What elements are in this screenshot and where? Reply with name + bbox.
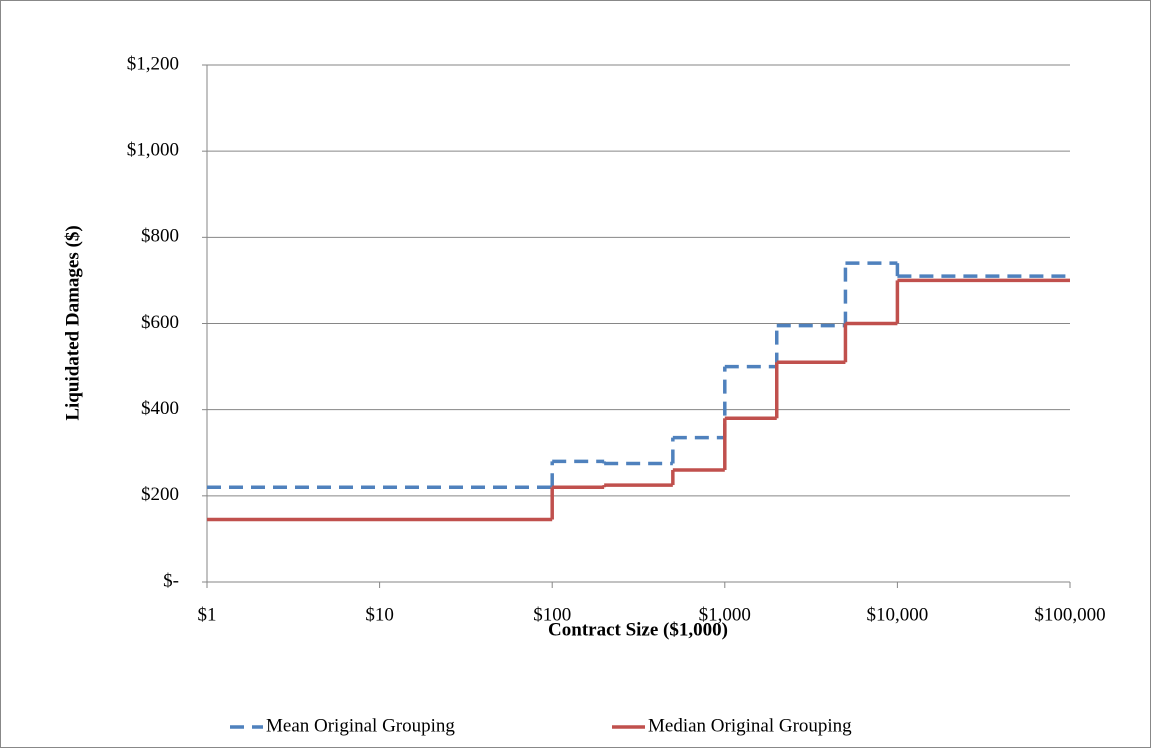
- y-tick-label: $800: [141, 226, 179, 247]
- x-tick-label: $10: [365, 604, 394, 625]
- x-tick-label: $100,000: [1034, 604, 1105, 625]
- y-tick-label: $1,200: [127, 53, 179, 74]
- legend-label: Mean Original Grouping: [266, 715, 455, 736]
- y-tick-label: $200: [141, 484, 179, 505]
- x-axis-title: Contract Size ($1,000): [548, 619, 728, 640]
- x-tick-label: $10,000: [867, 604, 929, 625]
- y-axis-title: Liquidated Damages ($): [62, 225, 83, 420]
- y-tick-label: $-: [163, 570, 179, 591]
- x-tick-label: $1,000: [699, 604, 751, 625]
- y-tick-label: $1,000: [127, 140, 179, 161]
- y-tick-label: $600: [141, 312, 179, 333]
- x-tick-label: $100: [533, 604, 571, 625]
- y-tick-label: $400: [141, 398, 179, 419]
- legend-label: Median Original Grouping: [648, 715, 852, 736]
- x-tick-label: $1: [198, 604, 217, 625]
